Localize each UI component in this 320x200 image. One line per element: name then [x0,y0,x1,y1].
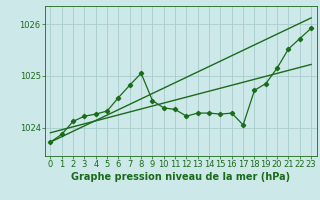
X-axis label: Graphe pression niveau de la mer (hPa): Graphe pression niveau de la mer (hPa) [71,172,290,182]
